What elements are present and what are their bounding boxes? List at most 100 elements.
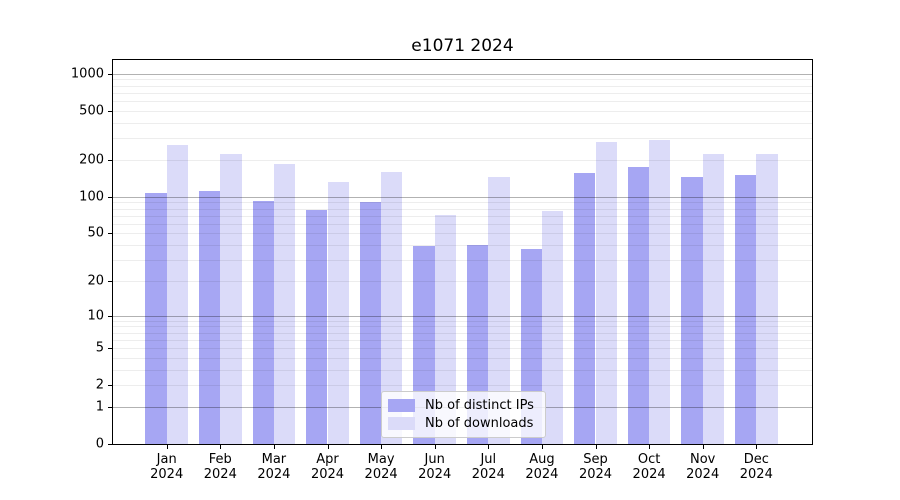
y-tick-label: 50 [87, 225, 104, 241]
minor-gridline [113, 138, 812, 140]
y-tick-mark [108, 280, 112, 282]
x-tick-mark [702, 445, 704, 449]
bar-oct-downloads [649, 139, 671, 444]
y-tick-label: 200 [79, 152, 104, 168]
x-tick-mark [220, 445, 222, 449]
x-tick-label: Sep 2024 [578, 452, 613, 482]
bar-dec-distinct-ips [734, 175, 757, 444]
bar-feb-distinct-ips [198, 190, 221, 444]
minor-gridline [113, 326, 812, 328]
bar-mar-distinct-ips [252, 201, 274, 444]
y-tick-mark [108, 315, 112, 317]
x-tick-label: May 2024 [364, 452, 398, 482]
x-tick-label: Mar 2024 [257, 452, 291, 482]
y-tick-mark [108, 196, 112, 198]
y-tick-label: 100 [79, 189, 104, 205]
x-tick-label: Oct 2024 [632, 452, 666, 482]
y-tick-mark [108, 444, 112, 445]
legend-swatch-distinct-ips [388, 398, 415, 412]
legend: Nb of distinct IPs Nb of downloads [381, 391, 546, 438]
x-axis: Jan 2024 Feb 2024 Mar 2024 Apr 2024 May 2024 Jun 20… [113, 60, 812, 482]
y-tick-mark [108, 233, 112, 235]
minor-gridline [113, 101, 812, 103]
bar-nov-downloads [702, 153, 725, 444]
minor-gridline [113, 159, 812, 161]
x-tick-label: Jul 2024 [471, 452, 505, 482]
minor-gridline [113, 122, 812, 124]
y-tick-label: 500 [79, 103, 104, 119]
grid-layer [113, 60, 812, 444]
minor-gridline [113, 208, 812, 210]
y-tick-mark [108, 385, 112, 387]
x-tick-mark [541, 445, 543, 449]
x-tick-mark [756, 445, 758, 449]
y-axis: 0 1 2 5 10 20 50 100 200 500 1000 [71, 60, 812, 452]
bar-mar-downloads [273, 163, 296, 444]
major-gridline [113, 196, 812, 198]
x-tick-label: Aug 2024 [525, 452, 559, 482]
minor-gridline [113, 202, 812, 204]
bar-apr-downloads [327, 182, 349, 444]
x-tick-mark [649, 445, 651, 449]
x-tick-label: Apr 2024 [310, 452, 345, 482]
minor-gridline [113, 260, 812, 261]
y-tick-label: 2 [95, 377, 104, 393]
legend-item-downloads: Nb of downloads [388, 416, 537, 431]
bar-aug-downloads [541, 210, 564, 444]
y-tick-label: 1 [95, 399, 104, 415]
minor-gridline [113, 110, 812, 112]
minor-gridline [113, 233, 812, 235]
minor-gridline [113, 385, 812, 387]
y-tick-label: 0 [95, 436, 104, 452]
x-tick-mark [381, 445, 383, 449]
x-tick-label: Nov 2024 [686, 452, 720, 482]
minor-gridline [113, 369, 812, 371]
legend-item-distinct-ips: Nb of distinct IPs [388, 398, 537, 413]
bar-nov-distinct-ips [681, 176, 703, 444]
x-tick-label: Feb 2024 [203, 452, 237, 482]
bar-oct-distinct-ips [627, 166, 650, 444]
legend-swatch-downloads [388, 417, 415, 431]
x-tick-label: Jun 2024 [418, 452, 452, 482]
x-tick-mark [166, 445, 168, 449]
bar-jan-distinct-ips [145, 193, 167, 444]
major-gridline [113, 315, 812, 317]
y-tick-mark [108, 110, 112, 112]
minor-gridline [113, 215, 812, 217]
minor-gridline [113, 332, 812, 334]
major-gridline [113, 73, 812, 75]
x-tick-mark [327, 445, 329, 449]
minor-gridline [113, 85, 812, 87]
minor-gridline [113, 357, 812, 359]
y-tick-label: 5 [95, 340, 104, 356]
minor-gridline [113, 320, 812, 322]
y-tick-label: 20 [87, 273, 104, 289]
bar-apr-distinct-ips [306, 209, 328, 444]
x-tick-mark [273, 445, 275, 449]
y-tick-label: 1000 [70, 66, 104, 82]
bar-sep-distinct-ips [574, 173, 596, 444]
minor-gridline [113, 92, 812, 94]
bar-may-downloads [381, 171, 403, 444]
bar-feb-downloads [220, 153, 242, 444]
minor-gridline [113, 245, 812, 246]
y-tick-mark [108, 159, 112, 161]
y-tick-label: 10 [87, 308, 104, 323]
bar-may-distinct-ips [359, 202, 382, 444]
x-tick-mark [488, 445, 490, 449]
minor-gridline [113, 79, 812, 81]
minor-gridline [113, 280, 812, 282]
legend-label-downloads: Nb of downloads [425, 416, 534, 432]
bar-dec-downloads [756, 153, 778, 444]
x-tick-mark [595, 445, 597, 449]
x-tick-label: Dec 2024 [739, 452, 773, 482]
bar-sep-downloads [595, 141, 617, 444]
x-tick-mark [434, 445, 436, 449]
bar-jul-downloads [488, 176, 510, 444]
legend-label-distinct-ips: Nb of distinct IPs [425, 397, 534, 413]
minor-gridline [113, 339, 812, 341]
x-tick-label: Jan 2024 [150, 452, 184, 482]
y-tick-mark [108, 73, 112, 75]
plot-area: 0 1 2 5 10 20 50 100 200 500 1000 Jan 2024 Feb 2024 Ma… [71, 59, 813, 482]
